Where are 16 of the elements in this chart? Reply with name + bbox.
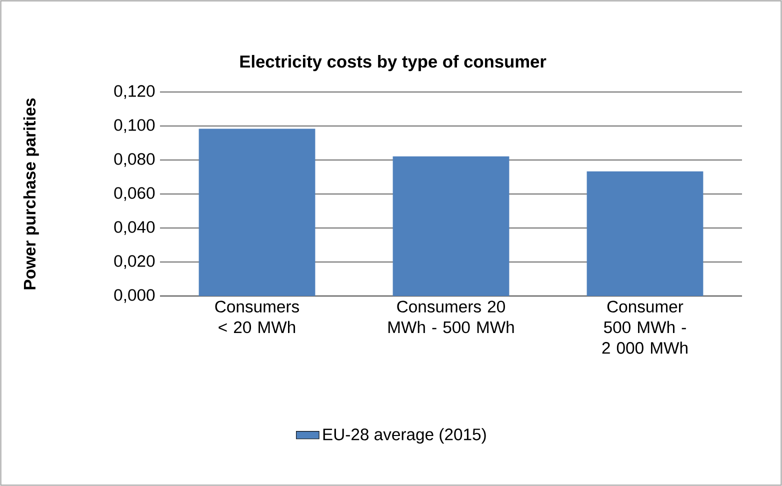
y-tick-label: 0,000 (114, 289, 155, 303)
x-tick-label: Consumer 500 MWh - 2 000 MWh (602, 300, 688, 354)
y-tick-label: 0,040 (114, 221, 155, 235)
y-tick-label: 0,080 (114, 153, 155, 167)
x-tick-label: Consumers < 20 MWh (215, 300, 299, 334)
legend-label: EU-28 average (2015) (323, 428, 486, 444)
y-tick-label: 0,120 (114, 85, 155, 99)
x-tick-label: Consumers 20 MWh - 500 MWh (388, 300, 514, 334)
chart-title: Electricity costs by type of consumer (240, 54, 546, 72)
y-tick-label: 0,100 (114, 119, 155, 133)
bar (392, 156, 510, 296)
bar (198, 128, 316, 296)
y-tick-label: 0,060 (114, 187, 155, 201)
y-tick-label: 0,020 (114, 255, 155, 269)
y-axis-title: Power purchase parities (23, 98, 39, 290)
bar (586, 171, 704, 296)
